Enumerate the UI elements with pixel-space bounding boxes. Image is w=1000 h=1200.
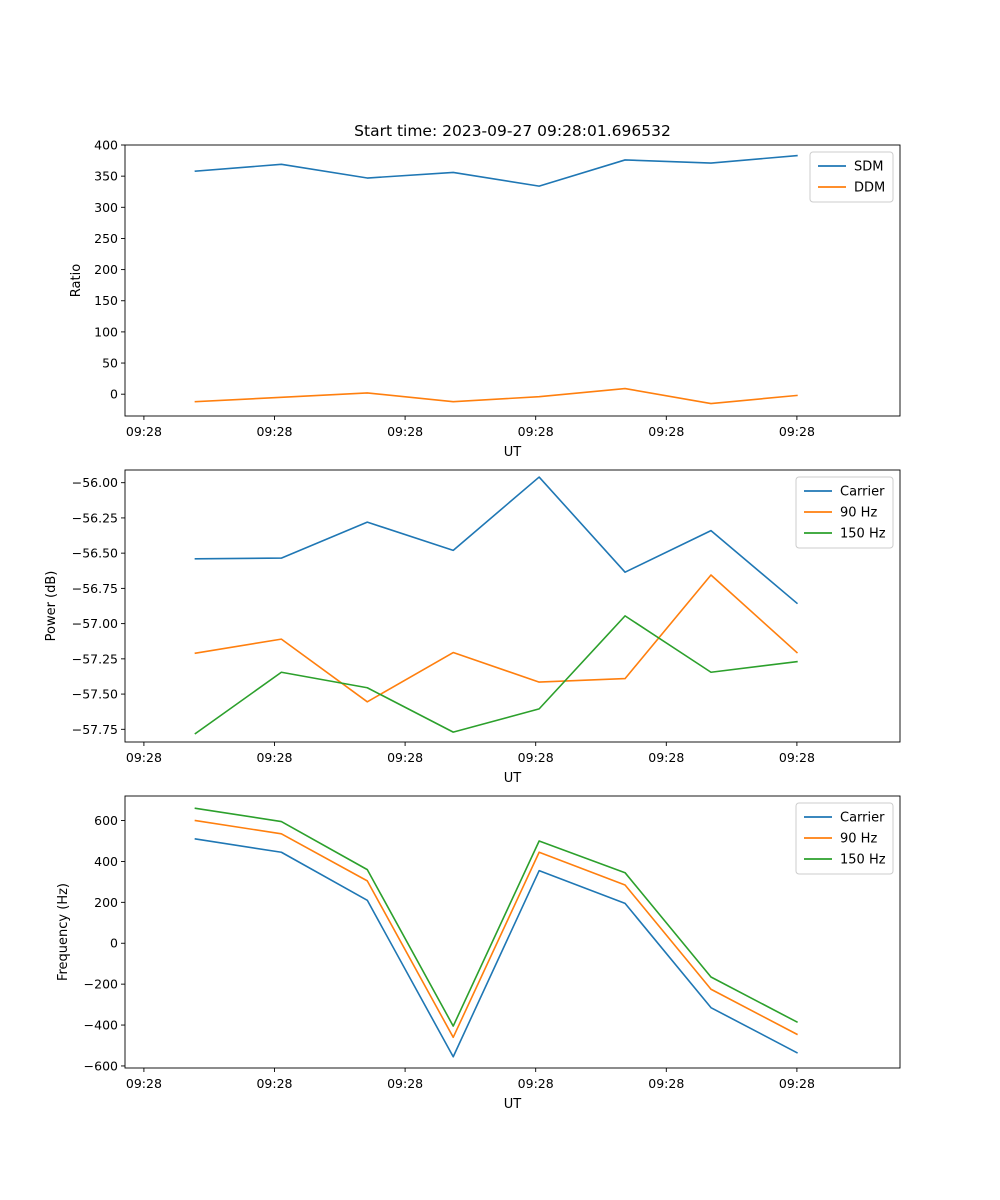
panel-2-series-line-150-hz	[194, 615, 798, 735]
figure-title: Start time: 2023-09-27 09:28:01.696532	[354, 122, 671, 140]
panel-1-x-tick-label: 09:28	[779, 424, 815, 439]
panel-1-x-tick-label: 09:28	[518, 424, 554, 439]
panel-2-legend-box	[795, 476, 894, 549]
panel-2-series-line-carrier	[194, 476, 799, 605]
panel-2-y-tick-label: −56.00	[72, 475, 118, 490]
panel-2-x-tick-label: 09:28	[518, 750, 554, 765]
panel-3-y-tick-label: 400	[94, 854, 118, 869]
panel-1-series-line-sdm	[194, 154, 798, 187]
panel-2-legend-label: 150 Hz	[840, 527, 886, 542]
panel-1-x-tick-label: 09:28	[256, 424, 292, 439]
panel-2-legend-label: 90 Hz	[840, 506, 877, 521]
panel-1-x-tick-label: 09:28	[387, 424, 423, 439]
panel-1-y-tick-label: 50	[102, 356, 118, 371]
panel-2-series-line-90-hz	[194, 574, 799, 703]
panel-2-axes-frame	[124, 469, 901, 743]
panel-2-y-tick-label: −56.25	[72, 510, 118, 525]
panel-1-legend-label: SDM	[854, 160, 883, 175]
panel-3-y-tick-label: −400	[84, 1018, 118, 1033]
panel-1-legend-box	[809, 151, 894, 203]
panel-3-y-tick-label: 200	[94, 895, 118, 910]
panel-3-x-tick-label: 09:28	[387, 1076, 423, 1091]
panel-3-x-axis-label: UT	[504, 1097, 522, 1112]
panel-3-series-line-carrier	[194, 838, 798, 1058]
panel-2-x-tick-label: 09:28	[387, 750, 423, 765]
panel-1-x-axis-label: UT	[504, 445, 522, 460]
panel-1-y-tick-label: 250	[94, 231, 118, 246]
panel-2-x-axis-label: UT	[504, 771, 522, 786]
panel-1-y-tick-label: 400	[94, 138, 118, 153]
panel-1-legend-label: DDM	[854, 181, 885, 196]
panel-1-y-tick-label: 150	[94, 293, 118, 308]
panel-1-y-tick-label: 300	[94, 200, 118, 215]
panel-3-x-tick-label: 09:28	[518, 1076, 554, 1091]
panel-3-legend-label: 150 Hz	[840, 853, 886, 868]
panel-2-y-tick-label: −57.75	[72, 722, 118, 737]
panel-3-x-tick-label: 09:28	[126, 1076, 162, 1091]
panel-2-y-tick-label: −56.50	[72, 546, 118, 561]
panel-3-y-axis-label: Frequency (Hz)	[56, 883, 71, 981]
panel-1-axes-frame	[124, 144, 901, 417]
panel-3-axes-frame	[124, 795, 901, 1069]
panel-3-y-tick-label: 0	[110, 936, 118, 951]
panel-1-x-tick-label: 09:28	[648, 424, 684, 439]
panel-2-y-tick-label: −57.00	[72, 616, 118, 631]
panel-3-series-line-90-hz	[194, 819, 798, 1039]
panel-3-legend-label: Carrier	[840, 811, 885, 826]
panel-3-legend-box	[795, 802, 894, 875]
panel-3-y-tick-label: 600	[94, 813, 118, 828]
panel-3-y-tick-label: −600	[84, 1058, 118, 1073]
panel-2-x-tick-label: 09:28	[648, 750, 684, 765]
panel-3-series-line-150-hz	[194, 807, 798, 1027]
panel-2-legend-label: Carrier	[840, 485, 885, 500]
panel-1-y-tick-label: 100	[94, 324, 118, 339]
panel-1-y-tick-label: 350	[94, 169, 118, 184]
panel-2-y-tick-label: −57.25	[72, 651, 118, 666]
panel-2-x-tick-label: 09:28	[779, 750, 815, 765]
panel-2-x-tick-label: 09:28	[126, 750, 162, 765]
panel-1-y-axis-label: Ratio	[69, 264, 84, 297]
panel-2-y-axis-label: Power (dB)	[44, 571, 59, 642]
panel-1-y-tick-label: 200	[94, 262, 118, 277]
panel-1-x-tick-label: 09:28	[126, 424, 162, 439]
panel-2-x-tick-label: 09:28	[256, 750, 292, 765]
panel-3-y-tick-label: −200	[84, 977, 118, 992]
panel-3-x-tick-label: 09:28	[779, 1076, 815, 1091]
panel-3-legend-label: 90 Hz	[840, 832, 877, 847]
panel-3-x-tick-label: 09:28	[648, 1076, 684, 1091]
panel-1-series-line-ddm	[194, 387, 798, 405]
panel-1-y-tick-label: 0	[110, 387, 118, 402]
panel-2-y-tick-label: −56.75	[72, 581, 118, 596]
panel-2-y-tick-label: −57.50	[72, 687, 118, 702]
panel-3-x-tick-label: 09:28	[256, 1076, 292, 1091]
